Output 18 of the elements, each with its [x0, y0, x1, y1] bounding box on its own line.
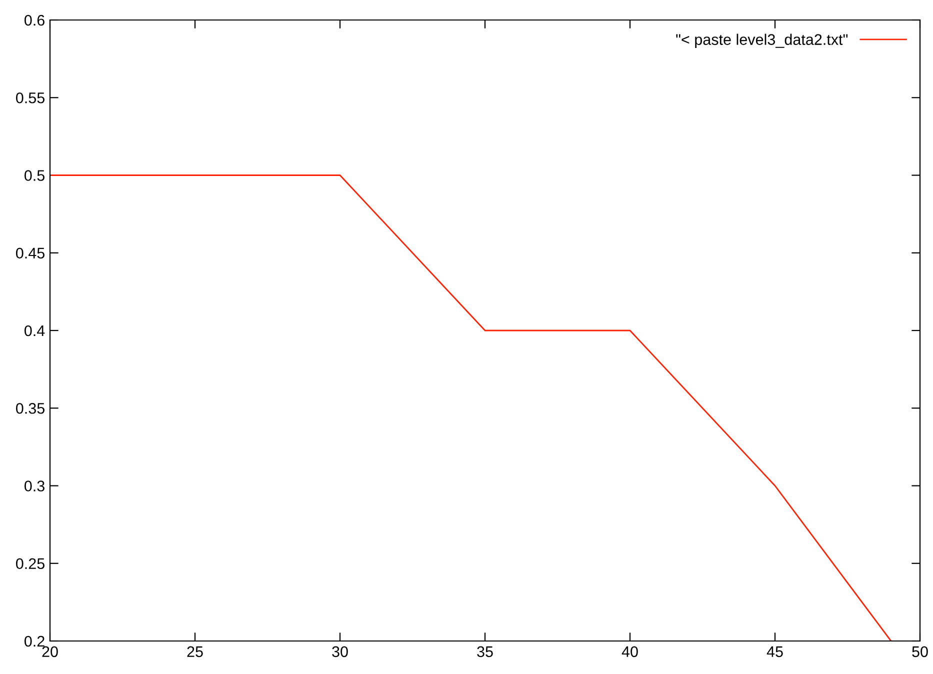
line-series [50, 174, 892, 641]
x-tick-label: 40 [622, 646, 638, 658]
x-tick-label: 20 [42, 646, 58, 658]
x-tick-label: 35 [477, 646, 493, 658]
y-tick-label: 0.3 [24, 480, 44, 492]
x-tick-label: 50 [912, 646, 928, 658]
legend-label: "< paste level3_data2.txt" [676, 34, 848, 48]
y-tick-label: 0.4 [24, 325, 45, 336]
x-tick-label: 25 [187, 646, 203, 658]
y-tick-label: 0.45 [16, 248, 44, 259]
y-tick-label: 0.55 [16, 92, 44, 104]
y-tick-label: 0.25 [16, 558, 44, 570]
x-tick-label: 30 [332, 646, 348, 658]
x-tick-label: 45 [766, 646, 783, 658]
y-tick-label: 0.6 [24, 14, 44, 26]
y-tick-label: 0.35 [16, 402, 44, 414]
y-tick-label: 0.2 [24, 636, 44, 647]
y-tick-label: 0.5 [24, 170, 44, 181]
